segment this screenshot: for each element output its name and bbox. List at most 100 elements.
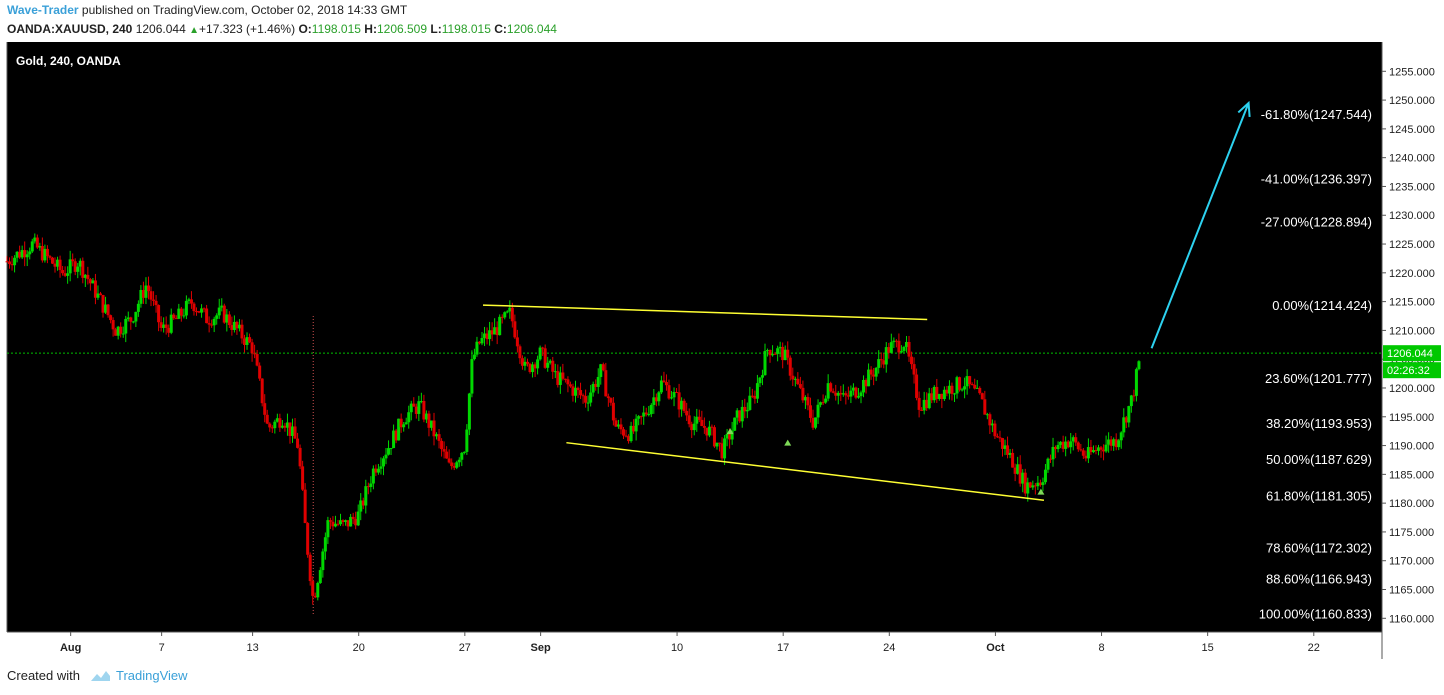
candle-body <box>879 359 883 361</box>
candle-body <box>1008 452 1012 455</box>
candle-body <box>536 359 540 369</box>
fib-level-label[interactable]: 78.60%(1172.302) <box>1266 540 1372 555</box>
candle-body <box>839 392 843 395</box>
candle-body <box>614 420 618 427</box>
wedge-upper-line[interactable] <box>482 304 928 321</box>
candle-body <box>806 397 810 406</box>
candle-body <box>1134 369 1138 396</box>
fib-level-label[interactable]: 100.00%(1160.833) <box>1259 607 1372 622</box>
chart-plot-area[interactable] <box>7 42 1382 632</box>
candle-body <box>763 351 767 376</box>
candle-body <box>657 392 661 402</box>
y-tick-label: 1165.000 <box>1389 585 1434 597</box>
candle-body <box>88 279 92 284</box>
wedge-lines-layer[interactable] <box>482 304 1045 502</box>
candle-body <box>685 410 689 416</box>
candle-body <box>958 377 962 390</box>
candle-body <box>1018 464 1022 484</box>
candle-body <box>912 364 916 375</box>
fib-level-label[interactable]: 38.20%(1193.953) <box>1266 416 1372 431</box>
candle-body <box>935 386 939 399</box>
price-chart[interactable]: -61.80%(1247.544) -41.00%(1236.397) -27.00… <box>0 42 1444 659</box>
candle-body <box>129 317 133 322</box>
candle-body <box>915 374 919 398</box>
candle-body <box>798 384 802 388</box>
candle-body <box>361 500 365 506</box>
y-tick-label: 1195.000 <box>1389 412 1434 424</box>
candle-body <box>664 382 668 386</box>
candle-body <box>758 377 762 384</box>
candle-body <box>518 346 522 359</box>
candle-body <box>723 438 727 459</box>
fib-level-label[interactable]: 50.00%(1187.629) <box>1266 452 1372 467</box>
candle-body <box>141 289 145 298</box>
candle-body <box>457 459 461 463</box>
candle-body <box>384 454 388 459</box>
fib-level-label[interactable]: 61.80%(1181.305) <box>1266 489 1372 504</box>
candle-body <box>1132 395 1136 397</box>
candle-body <box>1028 482 1032 488</box>
candle-body <box>71 259 75 262</box>
candle-body <box>1049 458 1053 460</box>
candle-body <box>877 359 881 368</box>
candle-body <box>392 430 396 449</box>
fib-levels-layer[interactable]: -61.80%(1247.544) -41.00%(1236.397) -27.00… <box>1259 107 1372 621</box>
candle-body <box>856 396 860 398</box>
fib-level-label[interactable]: 23.60%(1201.777) <box>1265 371 1372 386</box>
target-arrow-head[interactable] <box>1237 100 1251 118</box>
candle-body <box>452 466 456 468</box>
candle-body <box>374 468 378 473</box>
candle-body <box>106 304 110 316</box>
candle-body <box>591 383 595 393</box>
candle-body <box>1041 482 1045 486</box>
created-with-text: Created with <box>7 668 80 683</box>
candle-body <box>980 393 984 400</box>
fib-level-label[interactable]: 88.60%(1166.943) <box>1266 571 1372 586</box>
candle-body <box>571 386 575 396</box>
fib-level-label[interactable]: -61.80%(1247.544) <box>1261 107 1372 122</box>
candle-body <box>73 261 77 272</box>
candle-body <box>525 361 529 364</box>
target-arrow-layer[interactable] <box>1150 100 1251 349</box>
candle-body <box>18 251 22 258</box>
candle-body <box>849 390 853 397</box>
candle-body <box>422 401 426 420</box>
candle-body <box>904 341 908 347</box>
candle-body <box>1064 441 1068 449</box>
candle-body <box>766 350 770 352</box>
candle-body <box>187 299 191 301</box>
time-axis[interactable] <box>7 632 1382 659</box>
tradingview-link[interactable]: TradingView <box>115 668 188 683</box>
candle-body <box>851 387 855 391</box>
candle-body <box>576 387 580 391</box>
author-link[interactable]: Wave-Trader <box>7 3 79 17</box>
up-triangle-icon: ▲ <box>189 25 200 36</box>
candle-body <box>394 430 398 441</box>
x-tick-label: Aug <box>60 642 81 654</box>
candle-body <box>5 261 9 263</box>
target-arrow-shaft[interactable] <box>1150 102 1250 349</box>
candle-body <box>753 395 757 399</box>
candle-body <box>66 273 70 276</box>
candle-body <box>291 426 295 436</box>
candle-body <box>801 387 805 401</box>
candle-body <box>174 318 178 320</box>
open-value: 1198.015 <box>311 22 361 36</box>
candle-body <box>973 384 977 389</box>
tradingview-cloud-icon[interactable] <box>88 669 112 683</box>
candle-body <box>993 423 997 437</box>
fib-level-label[interactable]: -41.00%(1236.397) <box>1261 171 1372 186</box>
candle-body <box>920 409 924 411</box>
candle-body <box>1000 438 1004 449</box>
candle-body <box>139 289 143 304</box>
candle-body <box>20 250 24 258</box>
candle-body <box>83 274 87 278</box>
candle-body <box>427 413 431 428</box>
candle-body <box>841 393 845 395</box>
candle-body <box>844 393 848 396</box>
candle-body <box>407 412 411 423</box>
wedge-lower-line[interactable] <box>566 441 1045 502</box>
fib-level-label[interactable]: 0.00%(1214.424) <box>1272 298 1372 313</box>
fib-level-label[interactable]: -27.00%(1228.894) <box>1261 215 1372 230</box>
candle-body <box>399 418 403 428</box>
